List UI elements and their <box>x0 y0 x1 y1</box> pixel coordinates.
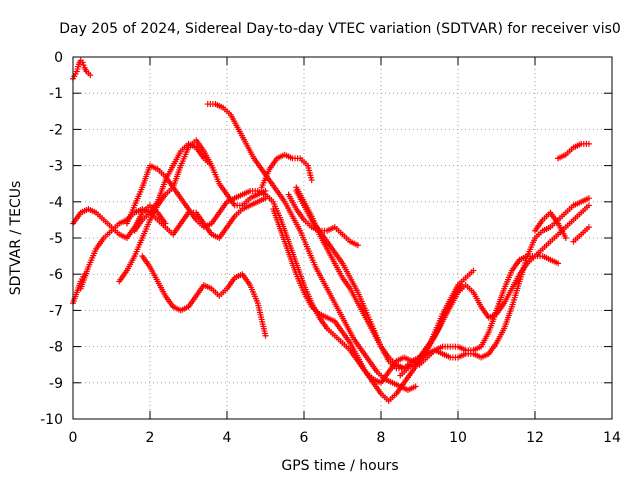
data-point <box>80 62 87 69</box>
data-point <box>470 267 477 274</box>
data-series <box>570 224 592 245</box>
data-series <box>70 57 94 82</box>
data-series <box>293 184 592 372</box>
data-point <box>458 282 465 289</box>
data-point <box>585 195 592 202</box>
data-series <box>532 209 569 241</box>
data-point <box>87 72 94 79</box>
x-tick-label: 8 <box>377 430 386 446</box>
data-series <box>285 191 361 249</box>
y-tick-label: -9 <box>49 376 63 392</box>
data-series <box>397 282 465 379</box>
y-tick-label: -2 <box>49 122 63 138</box>
x-tick-label: 0 <box>69 430 78 446</box>
data-point <box>555 260 562 267</box>
data-series <box>270 206 477 404</box>
x-axis-label: GPS time / hours <box>281 458 398 474</box>
data-point <box>262 332 269 339</box>
y-tick-label: -1 <box>49 86 63 102</box>
data-points <box>70 57 592 404</box>
x-tick-label: 4 <box>223 430 232 446</box>
y-tick-label: -7 <box>49 303 63 319</box>
data-series <box>555 140 592 162</box>
x-tick-label: 6 <box>300 430 309 446</box>
data-point <box>562 235 569 241</box>
data-series <box>131 140 215 234</box>
data-point <box>585 202 592 209</box>
data-point <box>585 140 592 147</box>
data-point <box>354 242 361 249</box>
data-series <box>204 101 419 394</box>
data-series <box>123 137 269 227</box>
y-tick-label: -6 <box>49 267 63 283</box>
data-point <box>585 224 592 231</box>
y-axis-label: SDTVAR / TECUs <box>8 181 24 296</box>
x-tick-label: 14 <box>603 430 621 446</box>
data-point <box>262 187 269 194</box>
data-point <box>308 177 315 184</box>
axes: 0 2 4 6 8 10 12 14 0 -1 -2 -3 -4 -5 -6 -7 -8 -9 -10 <box>40 50 621 446</box>
x-tick-label: 2 <box>146 430 155 446</box>
y-tick-label: 0 <box>54 50 63 66</box>
chart-title: Day 205 of 2024, Sidereal Day-to-day VTE… <box>59 21 621 37</box>
plot-frame <box>72 56 613 420</box>
data-series <box>139 253 269 339</box>
data-series <box>258 151 315 191</box>
x-tick-label: 12 <box>526 430 544 446</box>
data-series <box>293 187 562 372</box>
data-point <box>412 383 419 390</box>
x-tick-label: 10 <box>449 430 467 446</box>
y-tick-label: -3 <box>49 159 63 175</box>
y-tick-label: -5 <box>49 231 63 247</box>
grid <box>73 57 612 419</box>
y-tick-label: -8 <box>49 340 63 356</box>
y-tick-label: -4 <box>49 195 63 211</box>
data-point <box>79 59 86 66</box>
y-tick-label: -10 <box>40 412 63 428</box>
